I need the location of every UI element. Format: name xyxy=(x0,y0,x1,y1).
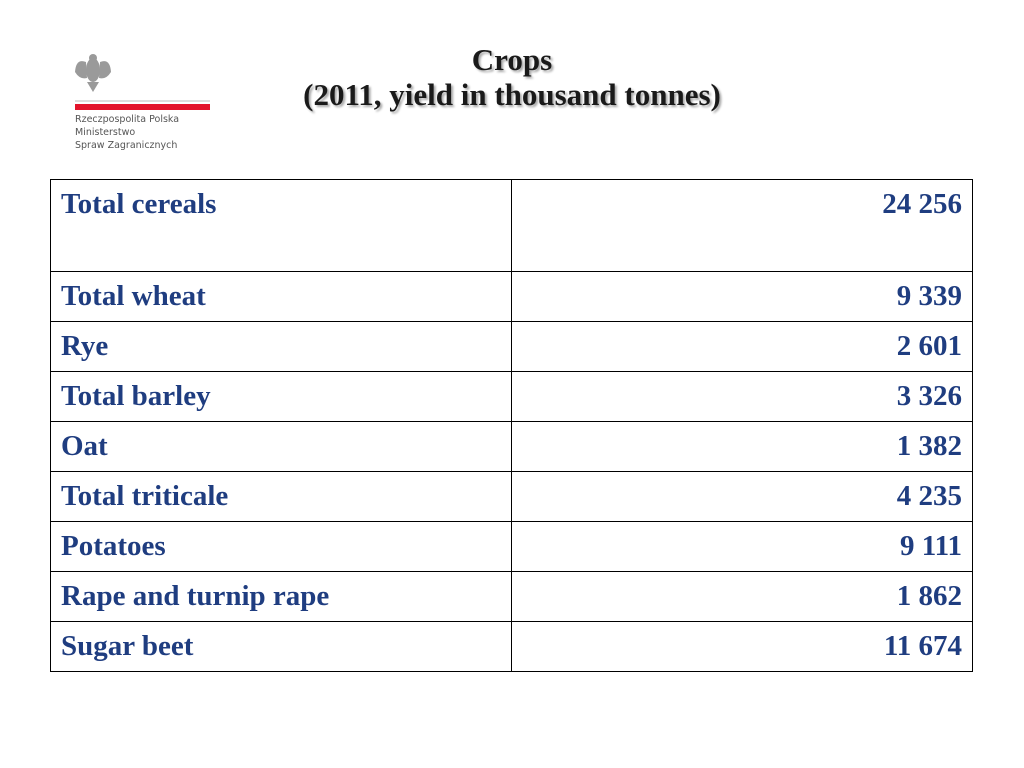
title-line: Crops xyxy=(471,42,553,77)
crop-yield: 11 674 xyxy=(511,621,973,672)
crop-yield: 2 601 xyxy=(511,321,973,372)
crop-name: Sugar beet xyxy=(50,621,512,672)
table-row: Total wheat 9 339 xyxy=(50,271,973,322)
logo-red-bar xyxy=(75,104,210,111)
crop-name: Total barley xyxy=(50,371,512,422)
title: Crops (2011, yield in thousand tonnes) xyxy=(212,42,812,112)
table-row: Sugar beet 11 674 xyxy=(50,621,973,672)
logo-text: Ministerstwo xyxy=(75,127,136,138)
logo: Rzeczpospolita Polska Ministerstwo Spraw… xyxy=(70,50,220,160)
crop-yield: 9 111 xyxy=(511,521,973,572)
crop-yield: 3 326 xyxy=(511,371,973,422)
crop-name: Potatoes xyxy=(50,521,512,572)
table-row: Rape and turnip rape 1 862 xyxy=(50,571,973,622)
crop-yield: 1 382 xyxy=(511,421,973,472)
table-row: Oat 1 382 xyxy=(50,421,973,472)
eagle xyxy=(75,54,111,92)
table-body: Total cereals 24 256 Total wheat 9 339 Rye 2 … xyxy=(50,179,973,672)
title-line: (2011, yield in thousand tonnes) xyxy=(303,77,721,112)
crop-name: Total wheat xyxy=(50,271,512,322)
table-row: Total barley 3 326 xyxy=(50,371,973,422)
logo-text: Rzeczpospolita Polska xyxy=(75,114,180,125)
crop-name: Oat xyxy=(50,421,512,472)
crop-name: Rape and turnip rape xyxy=(50,571,512,622)
crops-table: Total cereals 24 256 Total wheat 9 339 Rye 2 … xyxy=(50,179,973,672)
logo-text: Spraw Zagranicznych xyxy=(75,140,178,151)
crop-yield: 4 235 xyxy=(511,471,973,522)
crop-yield: 24 256 xyxy=(511,179,973,272)
table-row: Rye 2 601 xyxy=(50,321,973,372)
crop-yield: 9 339 xyxy=(511,271,973,322)
crop-name: Total cereals xyxy=(50,179,512,272)
table-row: Total triticale 4 235 xyxy=(50,471,973,522)
crop-name: Total triticale xyxy=(50,471,512,522)
table-row: Potatoes 9 111 xyxy=(50,521,973,572)
table-row: Total cereals 24 256 xyxy=(50,179,973,272)
crop-name: Rye xyxy=(50,321,512,372)
logo-graphic xyxy=(75,54,210,111)
crop-yield: 1 862 xyxy=(511,571,973,622)
